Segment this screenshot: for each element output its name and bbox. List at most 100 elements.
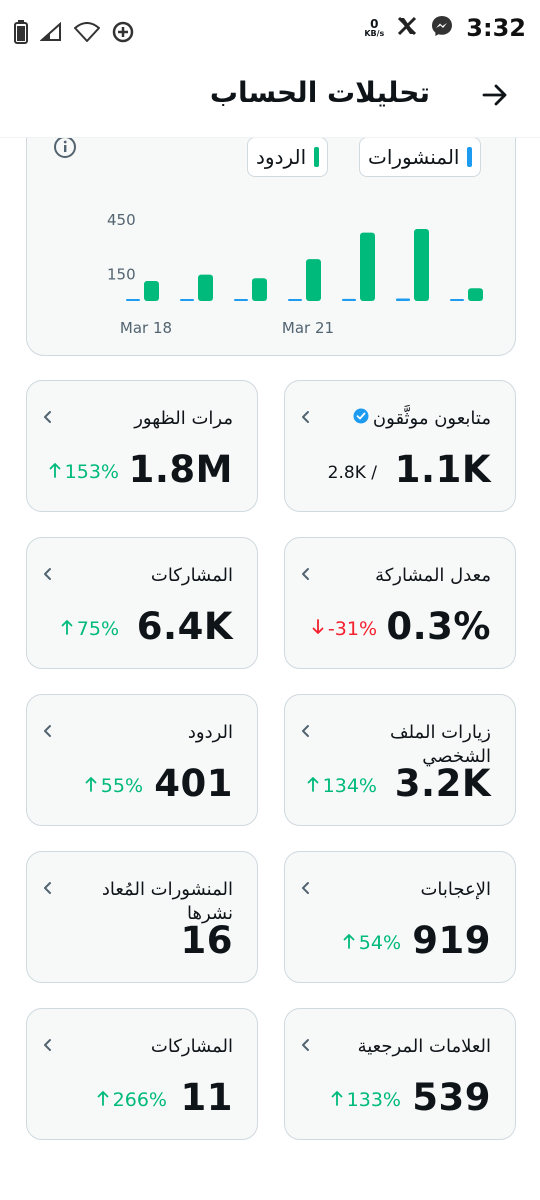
bar-replies[interactable] — [144, 280, 159, 301]
chevron-left-icon — [41, 880, 55, 894]
y-tick-label: 450 — [107, 211, 136, 229]
bar-posts[interactable] — [288, 299, 302, 301]
metric-label-text: مرات الظهور — [134, 408, 233, 429]
metric-change: 134% — [307, 775, 377, 797]
chevron-left-icon — [41, 723, 55, 737]
metric-card[interactable]: مرات الظهور 1.8M 153% — [26, 380, 258, 512]
metric-card[interactable]: الإعجابات 919 54% — [284, 851, 516, 983]
metric-value: 6.4K — [136, 605, 233, 648]
bar-chart: 450 150 Mar 18 Mar 21 — [107, 211, 483, 337]
metric-change-text: 54% — [358, 932, 401, 954]
arrow-up-icon — [49, 461, 61, 483]
x-tick-label: Mar 18 — [120, 319, 172, 337]
metric-change: 266% — [97, 1089, 167, 1111]
arrow-up-icon — [331, 1089, 343, 1111]
metric-value: 1.1K — [394, 448, 491, 491]
status-icons-left — [14, 20, 134, 48]
bar-replies[interactable] — [414, 229, 429, 301]
messenger-icon — [430, 14, 454, 42]
metric-label: معدل المشاركة — [321, 564, 491, 588]
bar-posts[interactable] — [450, 299, 464, 301]
network-speed-value: 0 — [370, 17, 379, 31]
bar-replies[interactable] — [468, 288, 483, 301]
metric-card[interactable]: الردود 401 55% — [26, 694, 258, 826]
chevron-left-icon — [299, 409, 313, 423]
metric-value: 3.2K — [394, 762, 491, 805]
metric-card[interactable]: المشاركات 6.4K 75% — [26, 537, 258, 669]
bar-replies[interactable] — [252, 278, 267, 301]
metric-label-text: زيارات الملف الشخصي — [389, 722, 491, 767]
metric-change: 75% — [61, 618, 119, 640]
metric-change: -31% — [312, 618, 377, 640]
metric-label-text: الردود — [187, 722, 233, 743]
network-speed-unit: KB/s — [364, 29, 385, 38]
bar-posts[interactable] — [342, 298, 356, 301]
arrow-right-icon — [480, 80, 510, 114]
metric-card[interactable]: العلامات المرجعية 539 133% — [284, 1008, 516, 1140]
arrow-down-icon — [312, 618, 324, 640]
metric-change-text: -31% — [327, 618, 377, 640]
metric-change: 54% — [343, 932, 401, 954]
chevron-left-icon — [41, 1037, 55, 1051]
metric-change-text: 134% — [322, 775, 377, 797]
back-button[interactable] — [478, 80, 512, 114]
metric-change-text: 133% — [346, 1089, 401, 1111]
bar-replies[interactable] — [306, 259, 321, 301]
y-tick-label: 150 — [107, 266, 136, 284]
metric-label: المشاركات — [63, 564, 233, 588]
metric-label: مرات الظهور — [63, 407, 233, 431]
metric-label-text: الإعجابات — [420, 879, 491, 900]
status-icons-right: 0 KB/s 3:32 — [364, 14, 526, 42]
chevron-left-icon — [299, 880, 313, 894]
metric-card[interactable]: متابعون موثَّقون 1.1K 2.8K / — [284, 380, 516, 512]
metric-value: 16 — [180, 919, 233, 962]
chevron-left-icon — [41, 566, 55, 580]
metric-value: 11 — [180, 1076, 233, 1119]
bar-replies[interactable] — [360, 232, 375, 301]
chevron-left-icon — [41, 409, 55, 423]
bar-posts[interactable] — [396, 298, 410, 301]
network-speed: 0 KB/s — [364, 18, 384, 38]
metric-label-text: متابعون موثَّقون — [372, 408, 491, 429]
chevron-left-icon — [299, 1037, 313, 1051]
bar-replies[interactable] — [198, 274, 213, 301]
arrow-up-icon — [343, 932, 355, 954]
metric-label-text: المشاركات — [150, 565, 233, 586]
arrow-up-icon — [85, 775, 97, 797]
metric-card[interactable]: معدل المشاركة 0.3% -31% — [284, 537, 516, 669]
battery-icon — [14, 20, 28, 48]
metric-label-text: المنشورات المُعاد نشرها — [101, 879, 233, 924]
bar-posts[interactable] — [126, 299, 140, 301]
legend-posts-swatch — [467, 147, 473, 167]
metric-change-text: 55% — [100, 775, 143, 797]
arrow-up-icon — [97, 1089, 109, 1111]
metric-label-text: العلامات المرجعية — [357, 1036, 491, 1057]
metric-value: 401 — [154, 762, 233, 805]
metric-change: 153% — [49, 461, 119, 483]
activity-chart-card: الردود المنشورات 450 150 Mar 18 Mar 21 — [26, 110, 516, 356]
data-saver-icon — [112, 21, 134, 47]
metric-card[interactable]: المشاركات 11 266% — [26, 1008, 258, 1140]
bar-posts[interactable] — [180, 299, 194, 301]
page-title: تحليلات الحساب — [209, 76, 430, 109]
metric-change: 55% — [85, 775, 143, 797]
metric-change-text: 153% — [64, 461, 119, 483]
legend-posts[interactable]: المنشورات — [359, 137, 482, 177]
chevron-left-icon — [299, 723, 313, 737]
status-time: 3:32 — [466, 14, 526, 42]
legend-posts-label: المنشورات — [368, 145, 460, 169]
legend-replies[interactable]: الردود — [247, 137, 329, 177]
metric-value: 919 — [412, 919, 491, 962]
metric-label: زيارات الملف الشخصي — [321, 721, 491, 769]
wifi-icon — [74, 22, 100, 46]
legend-replies-swatch — [314, 147, 320, 167]
bar-posts[interactable] — [234, 299, 248, 301]
metric-label: متابعون موثَّقون — [321, 407, 491, 431]
page-header: تحليلات الحساب — [0, 64, 540, 138]
metric-label: الإعجابات — [321, 878, 491, 902]
metric-card[interactable]: زيارات الملف الشخصي 3.2K 134% — [284, 694, 516, 826]
metric-change: 133% — [331, 1089, 401, 1111]
metric-card[interactable]: المنشورات المُعاد نشرها 16 — [26, 851, 258, 983]
metric-label: المنشورات المُعاد نشرها — [63, 878, 233, 926]
arrow-up-icon — [307, 775, 319, 797]
